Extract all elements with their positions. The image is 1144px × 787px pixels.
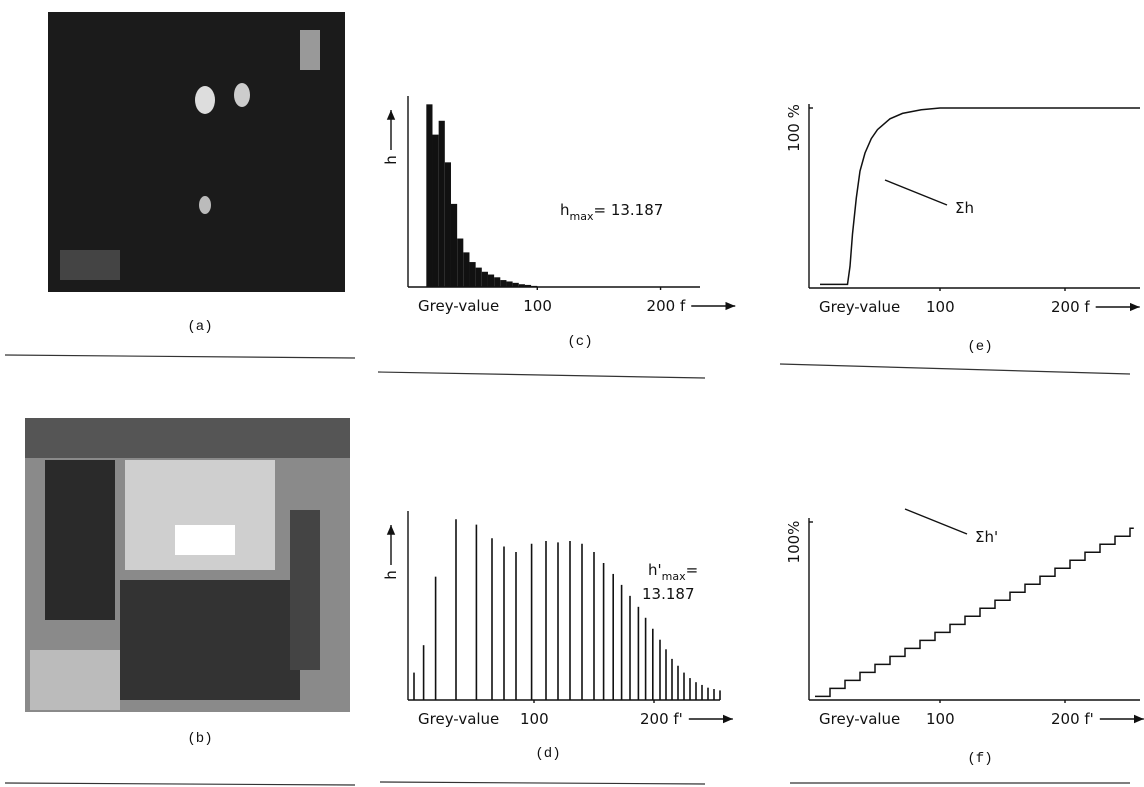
histogram-bar xyxy=(463,252,469,287)
x-axis-label: Grey-value xyxy=(418,710,499,728)
x-axis-label: Grey-value xyxy=(819,298,900,316)
panel-label: (e) xyxy=(967,339,992,355)
rule xyxy=(5,355,355,358)
histogram-bar xyxy=(506,281,512,287)
panel-label: (c) xyxy=(567,334,592,350)
leader xyxy=(905,509,967,534)
x-tick-label: 200 f xyxy=(647,297,686,315)
x-tick-label: 200 f' xyxy=(1051,710,1094,728)
histogram-bar xyxy=(531,286,537,287)
photo-b xyxy=(25,418,350,712)
annotation: Σh' xyxy=(975,528,998,546)
leader xyxy=(885,180,947,205)
annotation: Σh xyxy=(955,199,974,217)
histogram-bar xyxy=(519,284,525,287)
x-tick-label: 200 f' xyxy=(640,710,683,728)
histogram-bar xyxy=(432,135,438,287)
x-axis-label: Grey-value xyxy=(418,297,499,315)
curve xyxy=(815,528,1134,696)
annotation-symbol: h xyxy=(560,201,570,219)
x-tick-label: 200 f xyxy=(1051,298,1090,316)
histogram-bar xyxy=(457,239,463,287)
x-axis-label: Grey-value xyxy=(819,710,900,728)
x-tick-label: 100 xyxy=(926,298,955,316)
annotation: h'max= xyxy=(648,561,698,583)
annotation-subscript: max xyxy=(570,210,594,223)
rule xyxy=(5,783,355,785)
rule xyxy=(380,782,705,784)
histogram-bar xyxy=(426,104,432,287)
panel-label: (a) xyxy=(187,319,212,335)
histogram-bar xyxy=(476,268,482,287)
annotation-symbol: h' xyxy=(648,561,662,579)
histogram-bar xyxy=(513,283,519,287)
y-axis-label: h xyxy=(382,570,400,580)
rule xyxy=(780,364,1130,374)
curve xyxy=(820,108,1140,284)
y-tick-label: 100 % xyxy=(785,104,803,152)
figure: (a) (b) (c)Grey-valueh100200 fhmax= 13.1… xyxy=(0,0,1144,787)
annotation-subscript: max xyxy=(662,570,686,583)
panel-label: (d) xyxy=(535,746,560,762)
rule xyxy=(378,372,705,378)
histogram-bar xyxy=(494,277,500,287)
annotation: hmax= 13.187 xyxy=(560,201,663,223)
histogram-bar xyxy=(469,262,475,287)
photo-a xyxy=(48,12,345,292)
y-axis-label: h xyxy=(382,155,400,165)
annotation-value: 13.187 xyxy=(642,585,695,603)
panel-label: (b) xyxy=(187,731,212,747)
histogram-bar xyxy=(445,162,451,287)
x-tick-label: 100 xyxy=(520,710,549,728)
annotation-text: = xyxy=(686,561,699,579)
x-tick-label: 100 xyxy=(926,710,955,728)
histogram-bar xyxy=(525,285,531,287)
histogram-bar xyxy=(500,280,506,287)
histogram-bar xyxy=(488,275,494,287)
histogram-bar xyxy=(451,204,457,287)
panel-label: (f) xyxy=(967,751,992,767)
annotation-text: = 13.187 xyxy=(593,201,663,219)
histogram-bar xyxy=(482,272,488,287)
x-tick-label: 100 xyxy=(523,297,552,315)
histogram-bar xyxy=(439,121,445,287)
y-tick-label: 100% xyxy=(785,521,803,564)
